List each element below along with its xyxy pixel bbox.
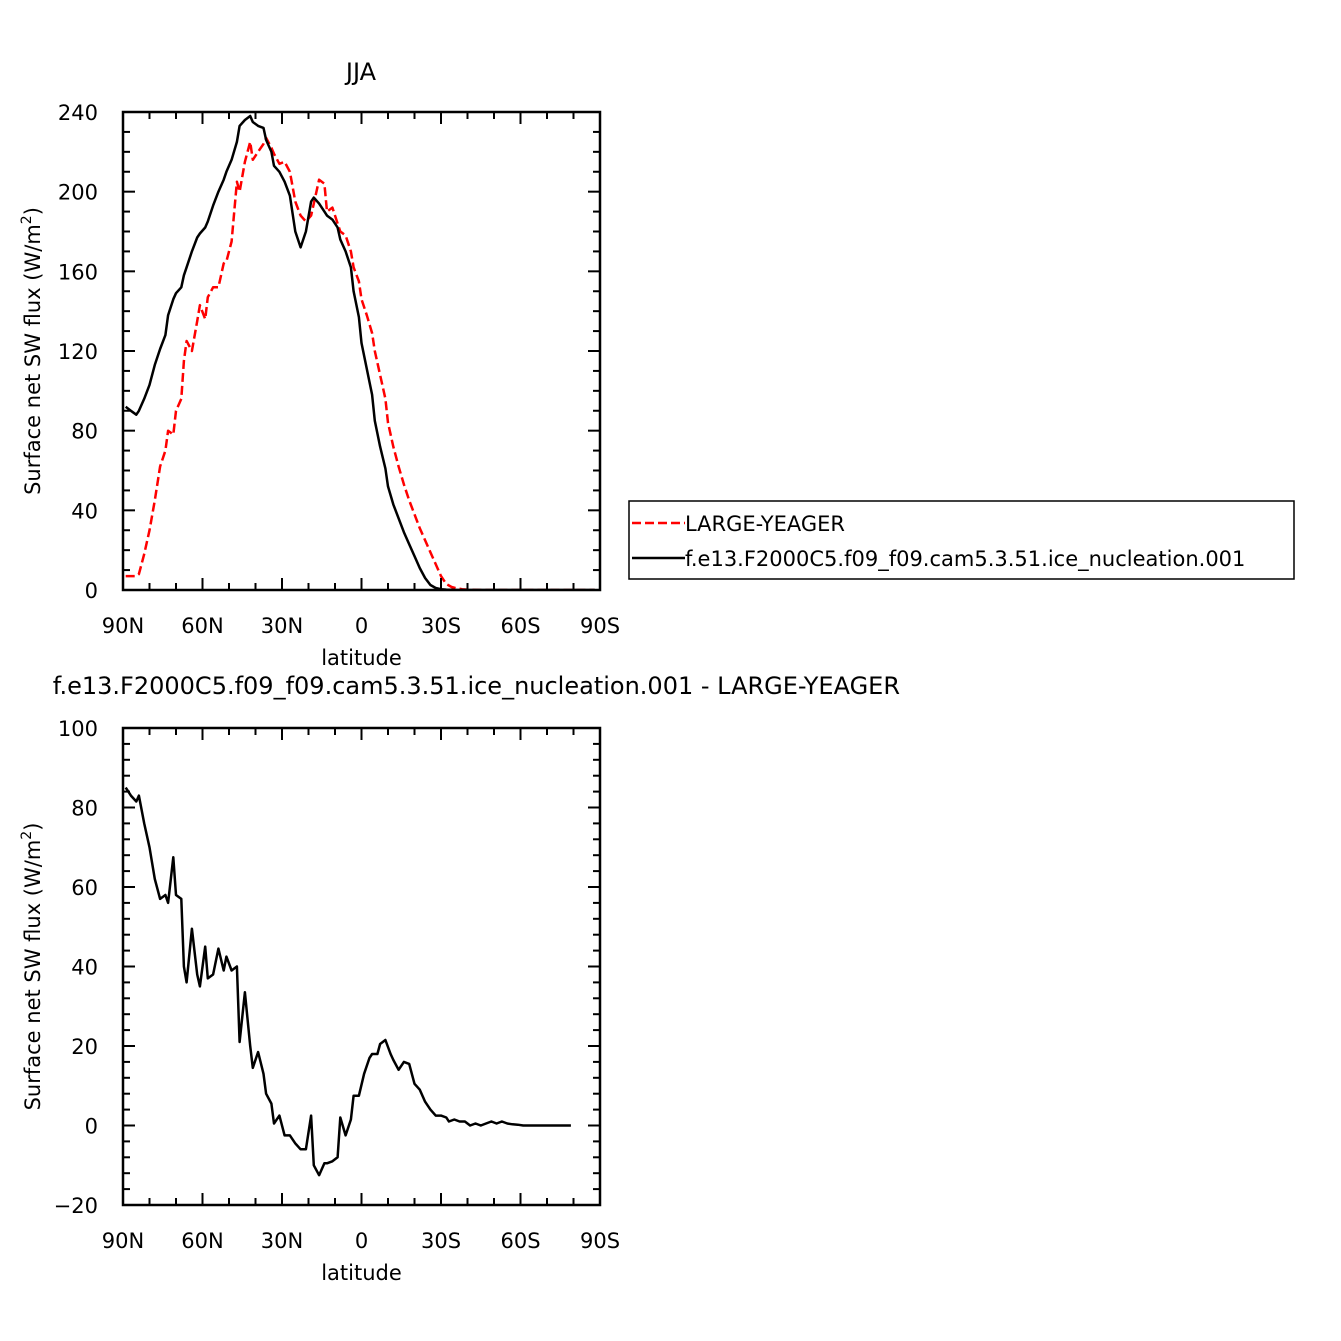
plot1-ytick-label: 80 (71, 420, 98, 444)
plot2-ytick-label: 0 (85, 1115, 98, 1139)
plot2-ylabel: Surface net SW flux (W/m2) (19, 823, 45, 1111)
plot1-series-line-1 (125, 136, 595, 590)
plot1-title: JJA (344, 58, 377, 86)
plot1-xtick-label: 60N (181, 614, 223, 638)
plot2-ytick-label: −20 (54, 1194, 98, 1218)
plot2-ytick-label: 20 (71, 1035, 98, 1059)
plot1-ytick-label: 120 (58, 340, 98, 364)
plot1-ytick-label: 240 (58, 101, 98, 125)
plot1-xtick-label: 0 (355, 614, 368, 638)
plot2-xtick-label: 60S (500, 1229, 540, 1253)
plot1-ytick-label: 40 (71, 499, 98, 523)
legend-box (628, 500, 1295, 580)
plot2-xtick-label: 0 (355, 1229, 368, 1253)
plot2-xtick-label: 90N (102, 1229, 144, 1253)
plot1-xtick-label: 30S (421, 614, 461, 638)
plot2-xlabel: latitude (321, 1261, 402, 1285)
plot2-xtick-label: 30S (421, 1229, 461, 1253)
plot1-ylabel: Surface net SW flux (W/m2) (19, 207, 45, 495)
plot1-frame (121, 110, 602, 592)
plot2-xtick-label: 60N (181, 1229, 223, 1253)
plot1-xtick-label: 90S (580, 614, 620, 638)
plot2-ytick-label: 100 (58, 717, 98, 741)
plot1-ytick-label: 0 (85, 579, 98, 603)
plot2-ytick-label: 40 (71, 956, 98, 980)
plot2-ytick-label: 60 (71, 876, 98, 900)
plot1-xtick-label: 60S (500, 614, 540, 638)
plot2-xtick-label: 90S (580, 1229, 620, 1253)
plot2-series-line-1 (124, 786, 571, 1177)
plot1-series-line-2 (124, 114, 595, 590)
top-plot: JJA 90N 60N 30N 0 30S 60S 90S 0 40 80 120 160 200 240 l… (19, 58, 620, 670)
legend: LARGE-YEAGER f.e13.F2000C5.f09_f09.cam5.3… (628, 500, 1295, 580)
plot1-ytick-label: 200 (58, 181, 98, 205)
plot1-xtick-label: 90N (102, 614, 144, 638)
plot1-xtick-label: 30N (261, 614, 303, 638)
plot2-title: f.e13.F2000C5.f09_f09.cam5.3.51.ice_nucl… (53, 672, 900, 700)
plot2-xtick-label: 30N (261, 1229, 303, 1253)
plot2-ytick-label: 80 (71, 797, 98, 821)
plot2-frame (121, 726, 602, 1207)
plot1-ytick-label: 160 (58, 260, 98, 284)
legend-label-1: LARGE-YEAGER (685, 512, 845, 536)
bottom-plot: f.e13.F2000C5.f09_f09.cam5.3.51.ice_nucl… (19, 672, 900, 1285)
plot1-xlabel: latitude (321, 646, 402, 670)
legend-label-2: f.e13.F2000C5.f09_f09.cam5.3.51.ice_nucl… (685, 547, 1245, 572)
